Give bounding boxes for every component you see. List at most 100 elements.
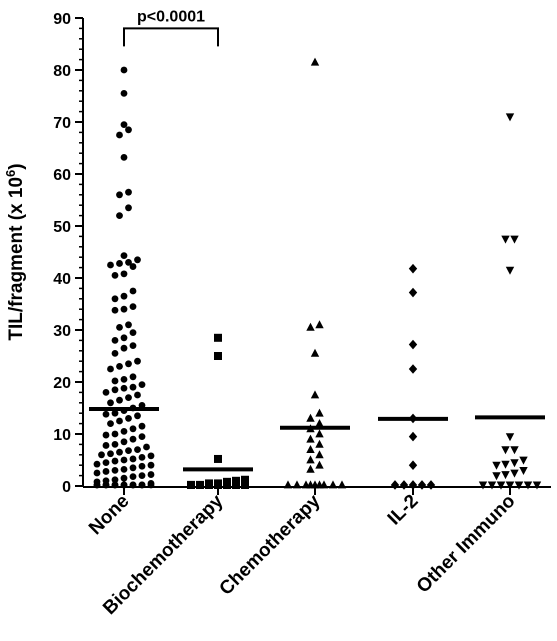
significance-bracket bbox=[123, 27, 219, 47]
y-tick-label: 80 bbox=[53, 63, 71, 80]
median-lines bbox=[89, 407, 545, 472]
data-point bbox=[315, 408, 324, 417]
data-point bbox=[120, 153, 128, 161]
data-point bbox=[111, 350, 119, 357]
data-point bbox=[505, 481, 515, 490]
data-point bbox=[408, 480, 418, 490]
data-point bbox=[107, 261, 114, 269]
y-tick-label: 90 bbox=[53, 11, 71, 28]
data-point bbox=[120, 465, 128, 473]
data-point bbox=[232, 480, 240, 489]
data-point bbox=[510, 459, 519, 468]
data-point bbox=[120, 270, 128, 278]
data-point bbox=[310, 348, 320, 357]
data-point bbox=[241, 475, 249, 484]
data-point bbox=[510, 446, 519, 455]
data-point bbox=[107, 420, 114, 427]
data-point bbox=[501, 235, 510, 244]
data-point bbox=[111, 457, 119, 465]
data-point bbox=[408, 431, 418, 442]
data-point bbox=[492, 461, 501, 470]
data-point bbox=[111, 467, 119, 474]
data-point bbox=[214, 333, 222, 342]
data-point bbox=[223, 477, 231, 486]
y-tick-label: 50 bbox=[53, 219, 71, 236]
data-point bbox=[111, 476, 119, 484]
data-point bbox=[120, 438, 128, 446]
y-tick-label: 60 bbox=[53, 167, 71, 184]
data-point bbox=[315, 429, 324, 438]
data-point bbox=[147, 471, 155, 478]
data-point bbox=[426, 480, 436, 490]
data-point bbox=[116, 448, 123, 456]
x-tick-label-chemotherapy: Chemotherapy bbox=[216, 490, 325, 599]
y-tick-label: 10 bbox=[53, 427, 71, 444]
data-point bbox=[93, 460, 101, 468]
data-point bbox=[129, 481, 137, 489]
data-point bbox=[93, 469, 101, 477]
data-point bbox=[514, 481, 524, 490]
data-point bbox=[125, 415, 132, 422]
data-point bbox=[111, 430, 119, 438]
data-point bbox=[519, 467, 528, 475]
data-point bbox=[214, 352, 222, 360]
data-point bbox=[501, 471, 510, 480]
data-point bbox=[408, 287, 418, 298]
data-point bbox=[390, 480, 400, 490]
data-point bbox=[510, 469, 519, 478]
x-tick-label-none: None bbox=[85, 491, 133, 539]
data-point bbox=[147, 461, 155, 469]
data-point bbox=[315, 439, 324, 448]
data-point bbox=[138, 481, 146, 489]
data-point bbox=[214, 454, 222, 463]
data-point bbox=[125, 188, 132, 196]
data-point bbox=[328, 480, 338, 489]
data-point bbox=[129, 287, 137, 295]
data-point bbox=[116, 212, 123, 220]
data-point bbox=[102, 431, 110, 439]
data-point bbox=[102, 477, 110, 485]
data-point bbox=[138, 422, 146, 430]
data-point bbox=[125, 321, 132, 329]
data-point bbox=[120, 474, 128, 482]
data-point bbox=[187, 480, 195, 489]
data-point bbox=[125, 259, 132, 266]
data-point bbox=[283, 480, 293, 489]
data-point bbox=[408, 339, 418, 350]
y-axis-label-superscript: 6 bbox=[3, 170, 18, 177]
data-point bbox=[129, 303, 137, 310]
data-point bbox=[138, 454, 146, 461]
data-point bbox=[134, 446, 141, 453]
series-chemotherapy bbox=[283, 57, 347, 489]
data-point bbox=[120, 292, 128, 300]
data-point bbox=[125, 394, 132, 401]
data-point bbox=[129, 425, 137, 433]
data-point bbox=[111, 377, 119, 385]
data-point bbox=[111, 386, 119, 394]
data-point bbox=[306, 445, 315, 453]
data-point bbox=[129, 383, 137, 391]
data-point bbox=[306, 413, 315, 422]
data-point bbox=[120, 90, 128, 97]
data-point bbox=[310, 390, 320, 399]
y-axis-label-close: ) bbox=[6, 163, 27, 169]
data-point bbox=[129, 263, 137, 270]
y-tick-label: 40 bbox=[53, 271, 71, 288]
data-point bbox=[116, 396, 123, 404]
data-point bbox=[129, 455, 137, 463]
data-point bbox=[134, 391, 141, 399]
data-point bbox=[205, 479, 213, 488]
data-point bbox=[111, 481, 119, 489]
data-point bbox=[102, 389, 110, 396]
data-point bbox=[120, 376, 128, 383]
data-point bbox=[147, 480, 155, 487]
data-point bbox=[134, 412, 141, 420]
data-point bbox=[501, 446, 510, 455]
data-point bbox=[487, 481, 497, 490]
data-point bbox=[120, 305, 128, 313]
data-point bbox=[93, 478, 101, 486]
data-point bbox=[417, 480, 427, 490]
data-point bbox=[138, 381, 146, 388]
data-point bbox=[505, 113, 515, 122]
